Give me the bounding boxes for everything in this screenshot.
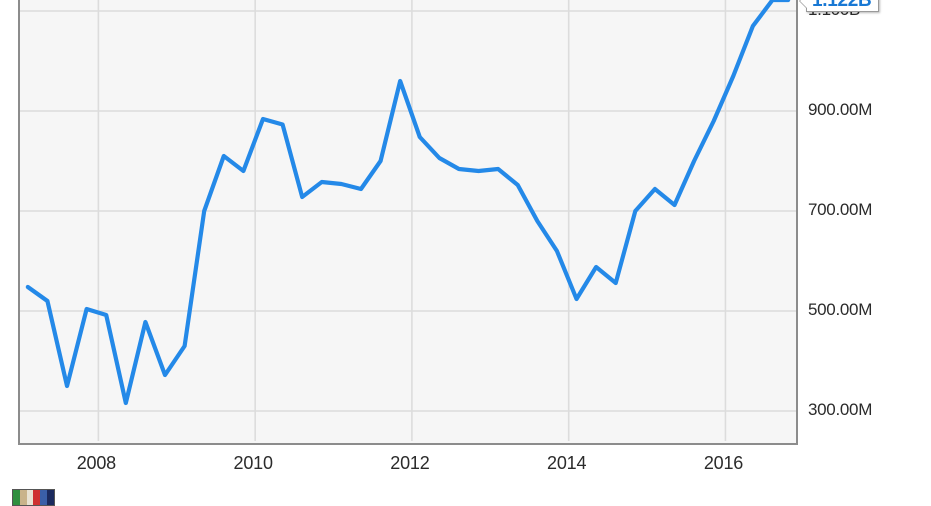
y-axis-tick-label: 900.00M [808, 100, 873, 119]
callout-arrow [800, 0, 807, 8]
y-axis-tick-label: 700.00M [808, 200, 873, 219]
x-axis-tick-label: 2014 [547, 453, 587, 473]
y-axis-tick-label: 500.00M [808, 300, 873, 319]
plot-inner [20, 0, 796, 443]
series-line-free-cash-flow [25, 0, 791, 406]
chart-plot-svg [20, 0, 796, 441]
x-axis-tick-label: 2012 [390, 453, 430, 473]
x-axis-tick-label: 2010 [233, 453, 273, 473]
chart-frame: CPB Free Cash Flow (TTM) 900.00M700.00M5… [18, 0, 880, 473]
site-logo-icon [12, 489, 55, 506]
x-axis-tick-label: 2016 [703, 453, 744, 473]
y-axis-tick-label: 300.00M [808, 400, 873, 419]
x-axis-tick-label: 2008 [76, 453, 116, 473]
last-value-text: 1.122B [812, 0, 872, 11]
plot-area [18, 0, 798, 445]
last-value-callout[interactable]: 1.122B [799, 0, 880, 12]
